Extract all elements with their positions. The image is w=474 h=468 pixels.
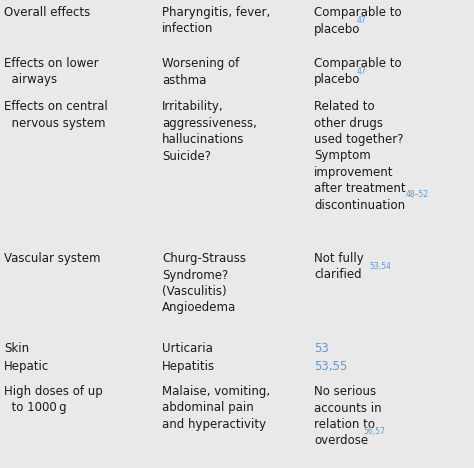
- Text: Hepatitis: Hepatitis: [162, 360, 215, 373]
- Text: 47: 47: [357, 16, 367, 25]
- Text: Vascular system: Vascular system: [4, 252, 100, 265]
- Text: 47: 47: [357, 67, 367, 76]
- Text: Effects on lower
  airways: Effects on lower airways: [4, 57, 99, 87]
- Text: 53: 53: [314, 342, 329, 355]
- Text: Skin: Skin: [4, 342, 29, 355]
- Text: Malaise, vomiting,
abdominal pain
and hyperactivity: Malaise, vomiting, abdominal pain and hy…: [162, 385, 270, 431]
- Text: 53,55: 53,55: [314, 360, 347, 373]
- Text: Worsening of
asthma: Worsening of asthma: [162, 57, 239, 87]
- Text: Urticaria: Urticaria: [162, 342, 213, 355]
- Text: No serious
accounts in
relation to
overdose: No serious accounts in relation to overd…: [314, 385, 382, 447]
- Text: Related to
other drugs
used together?
Symptom
improvement
after treatment
discon: Related to other drugs used together? Sy…: [314, 100, 406, 212]
- Text: Effects on central
  nervous system: Effects on central nervous system: [4, 100, 108, 130]
- Text: Overall effects: Overall effects: [4, 6, 90, 19]
- Text: Hepatic: Hepatic: [4, 360, 49, 373]
- Text: Not fully
clarified: Not fully clarified: [314, 252, 364, 281]
- Text: Irritability,
aggressiveness,
hallucinations
Suicide?: Irritability, aggressiveness, hallucinat…: [162, 100, 257, 162]
- Text: High doses of up
  to 1000 g: High doses of up to 1000 g: [4, 385, 103, 415]
- Text: Comparable to
placebo: Comparable to placebo: [314, 6, 401, 36]
- Text: Pharyngitis, fever,
infection: Pharyngitis, fever, infection: [162, 6, 270, 36]
- Text: Churg-Strauss
Syndrome?
(Vasculitis)
Angioedema: Churg-Strauss Syndrome? (Vasculitis) Ang…: [162, 252, 246, 314]
- Text: 53,54: 53,54: [369, 263, 391, 271]
- Text: 48–52: 48–52: [406, 190, 429, 199]
- Text: 56,57: 56,57: [363, 427, 385, 436]
- Text: Comparable to
placebo: Comparable to placebo: [314, 57, 401, 87]
